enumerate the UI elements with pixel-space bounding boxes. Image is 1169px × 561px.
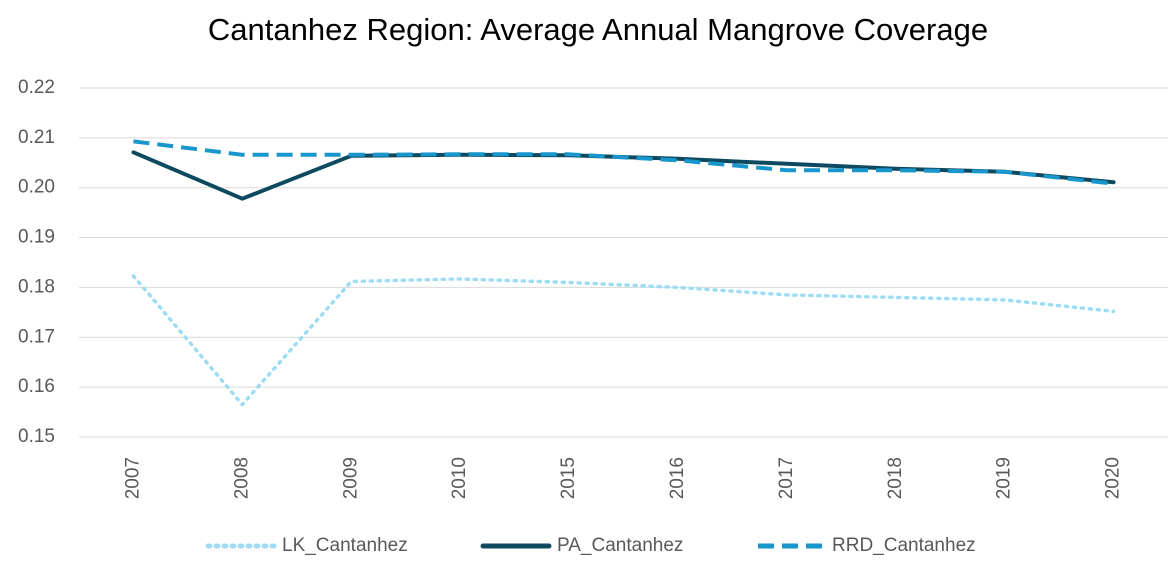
y-tick-label: 0.18 xyxy=(18,276,55,297)
x-tick-label: 2007 xyxy=(122,457,143,499)
x-tick-label: 2020 xyxy=(1103,457,1124,499)
y-tick-label: 0.20 xyxy=(18,177,55,198)
x-tick-label: 2019 xyxy=(994,457,1015,499)
x-tick-label: 2010 xyxy=(449,457,470,499)
y-tick-label: 0.16 xyxy=(18,376,55,397)
y-tick-label: 0.15 xyxy=(18,426,55,447)
chart-title: Cantanhez Region: Average Annual Mangrov… xyxy=(208,12,988,47)
legend-label: RRD_Cantanhez xyxy=(832,535,976,556)
y-tick-label: 0.19 xyxy=(18,227,55,248)
x-tick-label: 2015 xyxy=(558,457,579,499)
legend-label: LK_Cantanhez xyxy=(282,535,408,556)
y-tick-label: 0.21 xyxy=(18,127,55,148)
series-line xyxy=(133,139,1114,186)
x-tick-label: 2008 xyxy=(231,457,252,499)
x-tick-label: 2018 xyxy=(885,457,906,499)
x-tick-label: 2016 xyxy=(667,457,688,499)
x-tick-label: 2017 xyxy=(776,457,797,499)
legend-label: PA_Cantanhez xyxy=(557,535,683,556)
x-tick-label: 2009 xyxy=(340,457,361,499)
y-tick-label: 0.17 xyxy=(18,326,55,347)
series-line xyxy=(131,274,1116,407)
y-tick-label: 0.22 xyxy=(18,77,55,98)
